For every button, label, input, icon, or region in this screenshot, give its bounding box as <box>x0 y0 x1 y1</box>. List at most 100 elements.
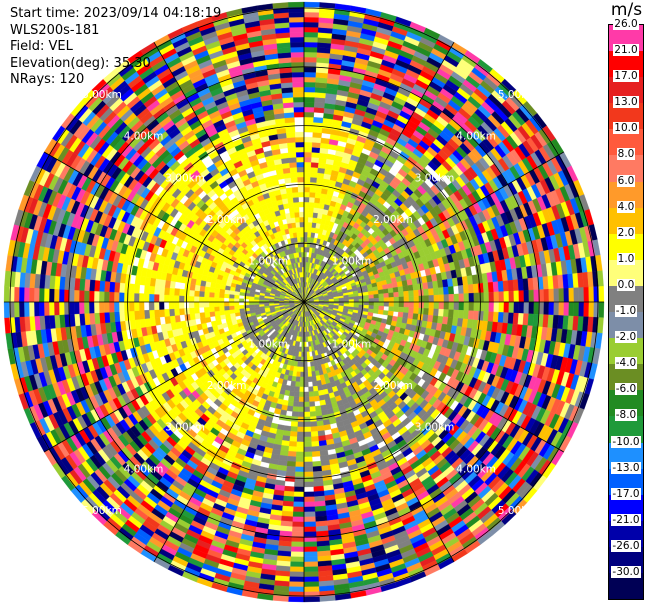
ppi-gate <box>303 476 314 483</box>
ppi-gate <box>598 301 605 318</box>
ppi-gate <box>312 465 322 472</box>
ppi-gate <box>303 596 320 603</box>
ppi-gate <box>378 297 385 303</box>
ppi-gate <box>299 371 305 378</box>
ppi-gate <box>313 480 324 487</box>
ppi-gate <box>292 516 305 523</box>
ppi-gate <box>303 11 320 18</box>
ppi-gate <box>303 41 318 48</box>
ppi-gate <box>311 441 320 447</box>
ppi-gate <box>398 301 405 308</box>
ppi-gate <box>303 531 317 538</box>
ppi-gate <box>303 106 315 113</box>
ppi-gate <box>282 495 294 502</box>
ppi-gate <box>303 556 318 563</box>
ppi-gate <box>303 546 318 553</box>
ppi-gate <box>558 288 565 303</box>
ppi-gate <box>303 101 315 108</box>
ppi-gate <box>293 391 300 398</box>
ppi-gate <box>317 384 323 392</box>
ppi-gate <box>310 361 315 367</box>
ppi-gate <box>487 311 494 323</box>
ppi-gate <box>307 371 313 378</box>
ppi-gate <box>300 366 305 373</box>
ppi-gate <box>303 451 313 458</box>
ppi-gate <box>433 294 440 303</box>
ppi-gate <box>492 281 499 293</box>
ppi-gate <box>309 196 316 203</box>
ppi-gate <box>303 566 319 573</box>
ppi-gate <box>303 51 318 58</box>
ppi-gate <box>448 309 454 318</box>
ppi-gate <box>508 301 515 314</box>
ppi-gate <box>368 298 375 303</box>
ppi-gate <box>428 301 435 309</box>
ppi-gate <box>303 136 313 143</box>
ppi-gate <box>293 501 305 508</box>
ppi-gate <box>290 421 298 427</box>
ppi-gate <box>293 491 305 498</box>
ppi-gate <box>393 296 400 303</box>
ppi-gate <box>276 469 287 477</box>
ppi-gate <box>523 301 530 314</box>
ppi-gate <box>303 161 312 168</box>
ppi-gate <box>289 576 305 583</box>
ppi-gate <box>388 301 395 307</box>
ppi-gate <box>433 308 439 317</box>
ppi-gate <box>393 306 400 313</box>
ppi-gate <box>398 291 405 298</box>
ppi-gate <box>523 290 530 303</box>
ppi-gate <box>303 211 309 218</box>
ppi-gate <box>303 511 316 518</box>
ppi-gate <box>472 283 479 294</box>
ppi-gate <box>291 541 305 548</box>
ppi-gate <box>308 211 314 218</box>
ppi-gate <box>303 176 311 183</box>
ppi-gate <box>403 296 410 303</box>
ppi-gate <box>310 436 319 442</box>
ppi-gate <box>313 122 323 129</box>
ppi-gate <box>300 351 305 358</box>
ppi-gate <box>303 456 313 463</box>
ppi-gate <box>314 495 326 502</box>
ppi-gate <box>553 301 560 316</box>
ppi-gate <box>310 162 319 168</box>
ppi-gate <box>312 127 323 134</box>
ppi-gate <box>299 381 305 388</box>
ppi-gate <box>303 226 309 233</box>
ppi-gate <box>472 310 479 321</box>
ppi-gate <box>303 471 314 478</box>
ppi-gate <box>288 446 297 452</box>
ppi-gate <box>423 301 430 309</box>
ppi-gate <box>303 246 308 253</box>
ppi-gate <box>478 301 485 312</box>
ppi-gate <box>478 292 485 303</box>
ppi-gate <box>453 293 460 303</box>
ppi-gate <box>288 441 297 447</box>
ppi-gate <box>307 366 312 373</box>
ppi-gate <box>293 496 305 503</box>
ppi-gate <box>296 436 305 443</box>
ppi-gate <box>290 380 296 387</box>
ppi-gate <box>477 311 484 321</box>
ppi-gate <box>597 317 604 334</box>
ppi-gate <box>497 312 504 324</box>
ppi-gate <box>293 396 300 403</box>
ppi-gate <box>290 546 305 553</box>
ppi-gate <box>303 541 317 548</box>
ppi-gate <box>392 286 399 293</box>
ppi-gate <box>438 294 445 303</box>
ppi-gate <box>296 431 305 438</box>
ppi-gate <box>319 595 336 602</box>
ppi-gate <box>533 301 540 315</box>
ppi-gate <box>314 500 326 507</box>
ppi-gate <box>313 490 325 497</box>
ppi-gate <box>303 366 308 373</box>
ppi-gate <box>286 465 296 472</box>
ppi-gate <box>558 301 565 316</box>
ppi-gate <box>407 284 414 292</box>
ppi-gate <box>402 312 409 319</box>
ppi-gate <box>438 301 445 310</box>
ppi-gate <box>483 301 490 312</box>
